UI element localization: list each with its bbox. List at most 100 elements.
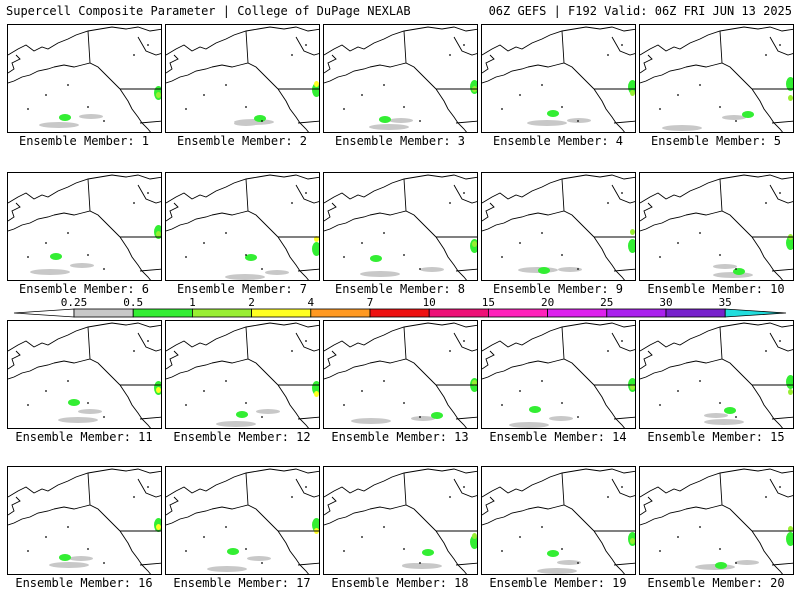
scp-contour-fill	[420, 267, 444, 272]
scp-contour-fill	[68, 399, 80, 406]
coastline	[435, 384, 467, 428]
colorbar-tick-label: 4	[307, 296, 314, 309]
coastline	[453, 184, 477, 204]
island-dot	[245, 254, 247, 256]
coastline	[719, 326, 723, 360]
scp-contour-fill	[518, 267, 558, 273]
island-dot	[245, 106, 247, 108]
base-map	[482, 468, 635, 574]
scp-contour-fill	[786, 375, 793, 389]
island-dot	[261, 562, 263, 564]
island-dot	[607, 54, 609, 56]
island-dot	[225, 526, 227, 528]
scp-contour-fill	[370, 255, 382, 262]
island-dot	[561, 402, 563, 404]
coastline	[245, 30, 249, 64]
island-dot	[45, 536, 47, 538]
coastline	[403, 178, 407, 212]
island-dot	[449, 54, 451, 56]
island-dot	[419, 416, 421, 418]
coastline	[137, 36, 161, 56]
scp-contour-fill	[58, 417, 98, 423]
scp-contour-fill	[247, 556, 271, 561]
island-dot	[383, 84, 385, 86]
island-dot	[133, 496, 135, 498]
scp-contour-fill	[537, 568, 577, 574]
coastline	[640, 202, 687, 232]
coastline	[527, 358, 595, 386]
coastline	[53, 504, 121, 532]
coastline	[297, 268, 319, 272]
scp-contour-fill	[156, 524, 161, 530]
scp-contour-fill	[695, 564, 735, 570]
coastline	[295, 332, 319, 352]
island-dot	[245, 548, 247, 550]
island-dot	[463, 486, 465, 488]
coastline	[640, 350, 687, 380]
scp-contour-fill	[628, 239, 635, 253]
island-dot	[463, 44, 465, 46]
coastline	[139, 562, 161, 566]
island-dot	[677, 390, 679, 392]
ensemble-map-panel	[7, 466, 162, 575]
scp-contour-fill	[379, 116, 391, 123]
map-title: Supercell Composite Parameter | College …	[6, 4, 411, 18]
island-dot	[361, 242, 363, 244]
island-dot	[765, 350, 767, 352]
scp-contour-fill	[227, 548, 239, 555]
island-dot	[45, 242, 47, 244]
island-dot	[735, 268, 737, 270]
island-dot	[519, 94, 521, 96]
island-dot	[577, 416, 579, 418]
island-dot	[305, 44, 307, 46]
coastline	[403, 30, 407, 64]
island-dot	[659, 256, 661, 258]
island-dot	[621, 44, 623, 46]
coastline	[245, 472, 249, 506]
island-dot	[203, 94, 205, 96]
island-dot	[87, 106, 89, 108]
coastline	[324, 322, 477, 352]
island-dot	[607, 496, 609, 498]
colorbar-tick-label: 0.5	[123, 296, 143, 309]
island-dot	[133, 202, 135, 204]
coastline	[295, 36, 319, 56]
island-dot	[203, 242, 205, 244]
coastline	[771, 562, 793, 566]
island-dot	[677, 242, 679, 244]
scp-contour-fill	[547, 550, 559, 557]
base-map	[324, 322, 477, 428]
island-dot	[361, 536, 363, 538]
island-dot	[87, 548, 89, 550]
coastline	[139, 120, 161, 124]
scp-contour-fill	[236, 411, 248, 418]
colorbar-tick-label: 30	[659, 296, 672, 309]
coastline	[369, 504, 437, 532]
coastline	[297, 562, 319, 566]
coastline	[8, 174, 161, 204]
coastline	[297, 120, 319, 124]
scp-contour-fill	[422, 549, 434, 556]
scp-contour-fill	[207, 566, 247, 572]
ensemble-map-panel	[323, 466, 478, 575]
coastline	[685, 210, 753, 238]
island-dot	[343, 256, 345, 258]
scp-contour-fill	[314, 81, 319, 87]
scp-contour-fill	[713, 272, 753, 278]
coastline	[8, 26, 161, 56]
base-map	[8, 468, 161, 574]
scp-contour-fill	[735, 560, 759, 565]
coastline	[593, 88, 625, 132]
island-dot	[343, 550, 345, 552]
island-dot	[419, 268, 421, 270]
coastline	[369, 358, 437, 386]
island-dot	[719, 548, 721, 550]
scp-contour-fill	[78, 409, 102, 414]
island-dot	[225, 380, 227, 382]
island-dot	[699, 526, 701, 528]
island-dot	[103, 416, 105, 418]
island-dot	[103, 268, 105, 270]
island-dot	[659, 404, 661, 406]
island-dot	[103, 562, 105, 564]
coastline	[166, 54, 213, 84]
